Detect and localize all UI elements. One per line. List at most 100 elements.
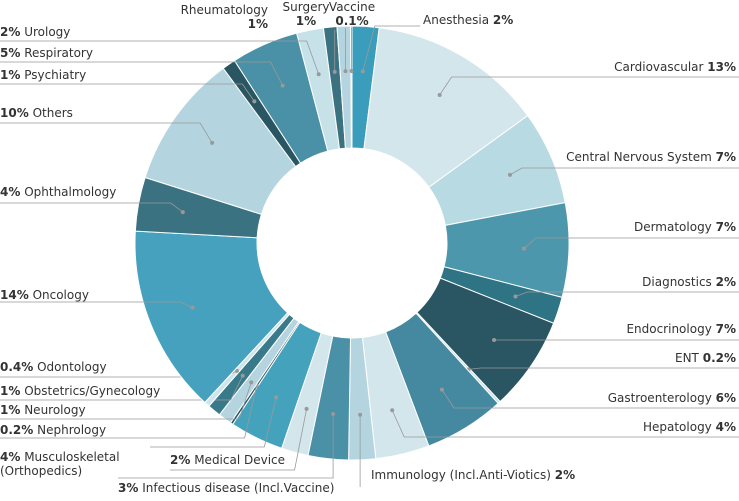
value-label: 4% xyxy=(715,420,736,434)
data-label: Gastroenterology 6% xyxy=(608,391,736,405)
data-label: Diagnostics 2% xyxy=(642,275,736,289)
leader-dot xyxy=(507,172,512,177)
leader-line xyxy=(0,122,213,144)
data-label: 5% Respiratory xyxy=(0,46,93,60)
leader-dot xyxy=(249,380,254,385)
leader-line xyxy=(0,375,244,401)
leader-line xyxy=(0,61,283,86)
leader-line xyxy=(118,413,334,479)
leader-dot xyxy=(390,408,395,413)
category-name: Diagnostics xyxy=(642,275,712,289)
value-label: 1% xyxy=(0,68,21,82)
donut-segment xyxy=(134,230,289,404)
category-name: Vaccine xyxy=(328,0,376,14)
data-label: 0.2% Nephrology xyxy=(0,423,106,437)
leader-dot xyxy=(190,305,195,310)
data-label: Rheumatology 1% xyxy=(181,3,268,31)
data-label: Endocrinology 7% xyxy=(626,322,736,336)
category-name: Anesthesia xyxy=(423,13,490,27)
category-name: Endocrinology xyxy=(626,322,712,336)
leader-dot xyxy=(343,69,348,74)
data-label: Central Nervous System 7% xyxy=(566,150,736,164)
data-label: Vaccine 0.1% xyxy=(329,0,375,28)
category-name: Gastroenterology xyxy=(607,391,712,405)
value-label: 3% xyxy=(118,481,139,495)
leader-dot xyxy=(437,92,442,97)
data-label: 2% Urology xyxy=(0,25,70,39)
leader-line xyxy=(0,83,255,102)
category-name: Infectious disease (Incl.Vaccine) xyxy=(142,481,335,495)
category-name: Ophthalmology xyxy=(24,185,117,199)
value-label: 0.2% xyxy=(0,423,34,437)
leader-dot xyxy=(240,373,245,378)
value-label: 10% xyxy=(0,106,29,120)
leader-dot xyxy=(252,99,257,104)
leader-line xyxy=(509,167,739,176)
data-label: 10% Others xyxy=(0,106,73,120)
leader-line xyxy=(0,202,184,213)
leader-dot xyxy=(180,210,185,215)
leader-dot xyxy=(360,69,365,74)
data-label: Anesthesia 2% xyxy=(423,13,513,27)
category-name: Nephrology xyxy=(37,423,107,437)
value-label: 5% xyxy=(0,46,21,60)
data-label: Dermatology 7% xyxy=(634,220,736,234)
leader-dot xyxy=(439,387,444,392)
value-label: 4% xyxy=(0,185,21,199)
leader-dot xyxy=(358,412,363,417)
value-label: 2% xyxy=(0,25,21,39)
category-name: Surgery xyxy=(282,0,330,14)
leader-dot xyxy=(274,395,279,400)
leader-line xyxy=(0,382,252,420)
value-label: 1% xyxy=(295,14,317,28)
value-label: 13% xyxy=(707,60,736,74)
category-name: Cardiovascular xyxy=(614,60,704,74)
category-name: Dermatology xyxy=(633,220,712,234)
leader-line xyxy=(468,367,739,370)
category-name: Neurology xyxy=(24,403,86,417)
data-label: 4% Musculoskeletal (Orthopedics) xyxy=(0,450,120,478)
category-name: Oncology xyxy=(32,288,89,302)
leader-dot xyxy=(331,411,336,416)
leader-line xyxy=(362,25,420,72)
value-label: 0.2% xyxy=(702,351,736,365)
value-label: 2% xyxy=(715,275,736,289)
data-label: 0.4% Odontology xyxy=(0,360,107,374)
value-label: 7% xyxy=(715,150,736,164)
leader-dot xyxy=(349,69,354,74)
category-name: ENT xyxy=(675,351,699,365)
data-label: 1% Neurology xyxy=(0,403,86,417)
value-label: 2% xyxy=(492,13,514,27)
leader-line xyxy=(150,397,277,448)
leader-line xyxy=(0,301,193,308)
value-label: 4% xyxy=(0,450,21,464)
data-label: Cardiovascular 13% xyxy=(614,60,736,74)
leader-line xyxy=(0,386,257,439)
category-name: Medical Device xyxy=(194,453,286,467)
category-name: Rheumatology xyxy=(180,3,268,17)
value-label: 0.4% xyxy=(0,360,34,374)
category-name: Hepatology xyxy=(642,420,712,434)
value-label: 7% xyxy=(715,220,736,234)
value-label: 7% xyxy=(715,322,736,336)
leader-dot xyxy=(521,246,526,251)
category-name: Musculoskeletal (Orthopedics) xyxy=(0,450,120,478)
category-name: Odontology xyxy=(37,360,107,374)
value-label: 1% xyxy=(0,384,21,398)
category-name: Obstetrics/Gynecology xyxy=(24,384,161,398)
category-name: Others xyxy=(32,106,73,120)
leader-line xyxy=(441,389,739,409)
data-label: Surgery 1% xyxy=(283,0,330,28)
value-label: 1% xyxy=(247,17,268,31)
leader-dot xyxy=(316,72,321,77)
leader-line xyxy=(391,410,739,438)
category-name: Central Nervous System xyxy=(566,150,712,164)
data-label: ENT 0.2% xyxy=(675,351,736,365)
data-label: 14% Oncology xyxy=(0,288,89,302)
value-label: 1% xyxy=(0,403,21,417)
category-name: Respiratory xyxy=(24,46,93,60)
data-label: Immunology (Incl.Anti-Viotics) 2% xyxy=(371,468,575,482)
value-label: 2% xyxy=(170,453,191,467)
value-label: 14% xyxy=(0,288,29,302)
